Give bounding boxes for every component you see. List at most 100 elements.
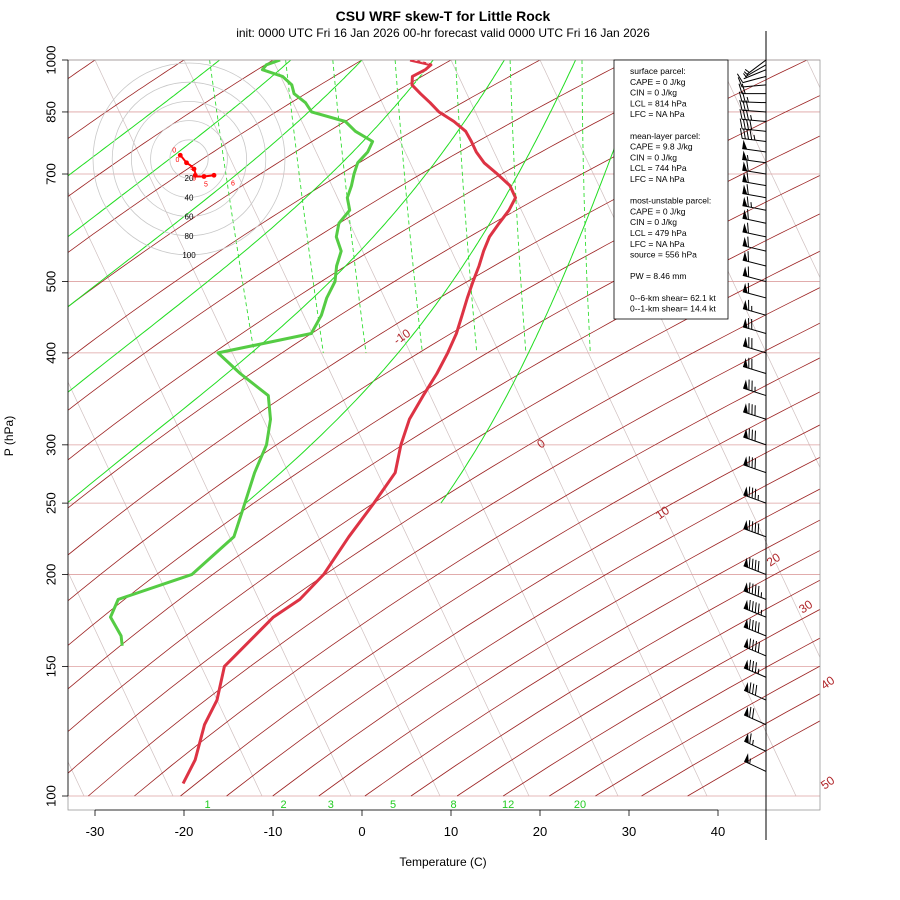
hodograph-ring-label: 80	[185, 232, 194, 241]
wind-barb-flag	[757, 560, 760, 572]
wind-barb	[736, 73, 767, 84]
profile-lines	[109, 60, 521, 785]
legend-line: LFC = NA hPa	[630, 174, 685, 184]
legend-line: LCL = 744 hPa	[630, 163, 687, 173]
wind-barb-pennant	[743, 456, 749, 467]
mixing-ratio-line	[285, 60, 324, 353]
legend-line: mean-layer parcel:	[630, 131, 700, 141]
wind-barb	[743, 64, 767, 78]
dry-adiabat	[272, 456, 820, 797]
wind-barb-flag	[757, 585, 760, 597]
y-tick-label: 150	[43, 656, 58, 678]
wind-barb-pennant	[744, 733, 749, 744]
dry-adiabat	[68, 95, 820, 556]
wind-barb-shaft	[742, 366, 767, 374]
wind-barb	[743, 486, 767, 504]
wind-barb-flag	[742, 91, 746, 103]
wind-barb-flag	[754, 584, 757, 596]
wind-barb	[743, 582, 767, 600]
wind-barb-flag	[749, 733, 752, 744]
wind-barb-flag	[747, 236, 749, 248]
dewpoint-profile-line	[109, 60, 375, 646]
legend-box	[613, 59, 729, 320]
wind-barbs	[736, 31, 767, 840]
y-tick-label: 500	[43, 271, 58, 293]
wind-barb-flag	[751, 521, 754, 532]
wind-barb-pennant	[743, 486, 749, 497]
hodograph: 20 40 60 80 100 00 5 9 5 6	[92, 62, 286, 260]
mixing-ratio-line	[332, 60, 367, 353]
x-tick-label: -20	[175, 824, 194, 839]
wind-barb	[742, 150, 767, 164]
hodograph-height-label: 0	[172, 147, 176, 154]
wind-barb-flag	[754, 684, 758, 696]
hodograph-point	[201, 174, 207, 179]
wind-barb-flag	[754, 522, 757, 533]
wind-barb	[739, 109, 767, 122]
hodograph-point	[192, 172, 198, 178]
wind-barb-flag	[748, 582, 751, 593]
wind-barb-flag	[749, 119, 753, 130]
y-tick-label: 850	[43, 101, 58, 123]
wind-barb-flag	[749, 129, 753, 140]
wind-barb-flag	[737, 77, 743, 88]
x-tick-label: 10	[444, 824, 458, 839]
isotherm-label: 50	[818, 773, 837, 792]
hodograph-point	[177, 152, 183, 158]
wind-barb-flag	[748, 486, 751, 497]
hodograph-ring-label: 100	[182, 251, 196, 260]
wind-barb-flag	[751, 601, 754, 612]
wind-barb-shaft	[746, 59, 767, 75]
wind-barb-pennant	[742, 139, 748, 150]
hodograph-point	[211, 172, 217, 178]
wind-barb-shaft	[744, 740, 767, 752]
mixing-ratio-line	[209, 60, 255, 353]
wind-barb-flag	[748, 618, 751, 630]
wind-barb-shaft	[744, 760, 767, 772]
wind-barb-flag	[757, 603, 760, 615]
wind-barb-half-flag	[743, 71, 749, 76]
wind-barb-pennant	[743, 357, 748, 368]
dry-adiabat	[68, 60, 274, 197]
wind-barb-shaft	[742, 231, 767, 238]
mixing-ratio-label: 8	[450, 799, 456, 811]
wind-barb-flag	[751, 708, 755, 719]
wind-barb-shaft	[742, 84, 767, 88]
wind-barb-flag	[751, 661, 755, 672]
wind-barb-flag	[746, 119, 749, 130]
wind-barb-shaft	[742, 193, 767, 199]
wind-barb	[742, 299, 767, 316]
wind-barb-shaft	[742, 308, 767, 316]
wind-barb-shaft	[743, 714, 767, 726]
wind-barb-pennant	[742, 283, 748, 294]
mixing-ratio-label: 1	[204, 799, 210, 811]
hodograph-height-label: 9	[192, 175, 196, 182]
wind-barb-shaft	[743, 69, 767, 80]
wind-barb	[743, 557, 767, 575]
wind-barb-flag	[746, 128, 750, 140]
wind-barb-pennant	[743, 337, 748, 348]
moist-adiabat	[68, 60, 220, 177]
wind-barb	[743, 69, 767, 80]
x-axis: -30 -20 -10 0 10 20 30 40	[86, 809, 725, 839]
wind-barb	[743, 599, 767, 618]
wind-barb	[742, 357, 767, 374]
wind-barb	[742, 172, 767, 187]
dry-adiabat	[88, 322, 820, 797]
wind-barb-pennant	[742, 172, 748, 183]
moist-adiabat	[245, 60, 577, 504]
mixing-ratio-label: 12	[502, 799, 514, 811]
legend-line: LFC = NA hPa	[630, 109, 685, 119]
wind-barb	[742, 209, 767, 224]
moist-adiabat	[68, 60, 363, 308]
dry-adiabat	[68, 250, 820, 733]
isotherm-line	[94, 60, 441, 797]
hodograph-height-label: 6	[231, 180, 235, 187]
isotherm-line	[806, 60, 820, 89]
wind-barb-flag	[738, 83, 743, 94]
hodograph-ring-label: 60	[185, 213, 194, 222]
isotherm-label: 40	[818, 673, 837, 692]
wind-barb-flag	[748, 520, 751, 531]
y-tick-label: 100	[43, 785, 58, 807]
wind-barb-half-flag	[750, 115, 753, 121]
